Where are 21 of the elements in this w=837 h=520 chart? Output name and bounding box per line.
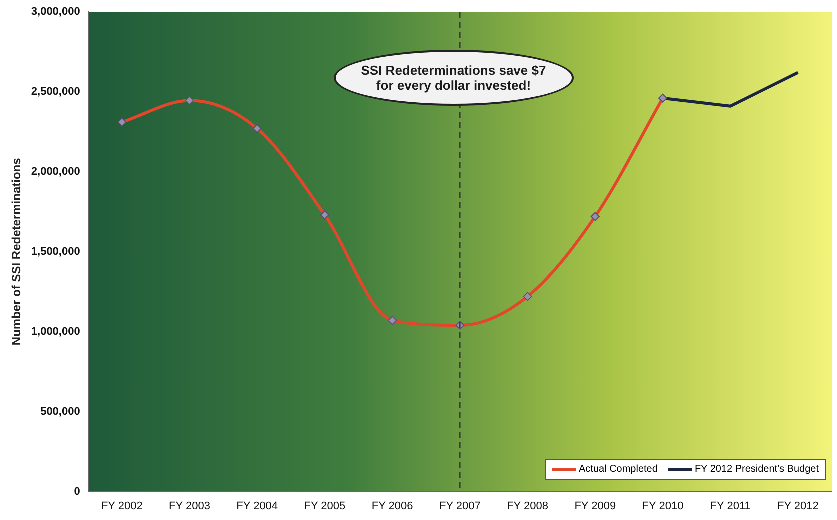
x-tick-label: FY 2010 [642, 500, 684, 512]
x-tick-label: FY 2008 [507, 500, 548, 512]
x-tick-label: FY 2012 [778, 500, 819, 512]
x-tick-label: FY 2002 [101, 500, 143, 512]
x-tick-label: FY 2006 [372, 500, 414, 512]
legend-label: Actual Completed [579, 464, 658, 475]
legend-label: FY 2012 President's Budget [694, 464, 819, 475]
y-tick-label: 500,000 [40, 406, 80, 418]
y-tick-label: 1,500,000 [31, 246, 80, 258]
y-tick-label: 3,000,000 [31, 6, 80, 18]
y-tick-label: 0 [74, 486, 80, 498]
x-tick-label: FY 2007 [439, 500, 481, 512]
y-axis-title: Number of SSI Redeterminations [10, 158, 24, 346]
x-tick-label: FY 2009 [574, 500, 616, 512]
x-tick-label: FY 2011 [710, 500, 751, 512]
x-tick-label: FY 2003 [169, 500, 210, 512]
x-tick-label: FY 2004 [236, 500, 278, 512]
x-tick-label: FY 2005 [304, 500, 346, 512]
y-tick-label: 2,500,000 [31, 86, 80, 98]
y-tick-label: 1,000,000 [31, 326, 80, 338]
y-tick-label: 2,000,000 [31, 166, 80, 178]
